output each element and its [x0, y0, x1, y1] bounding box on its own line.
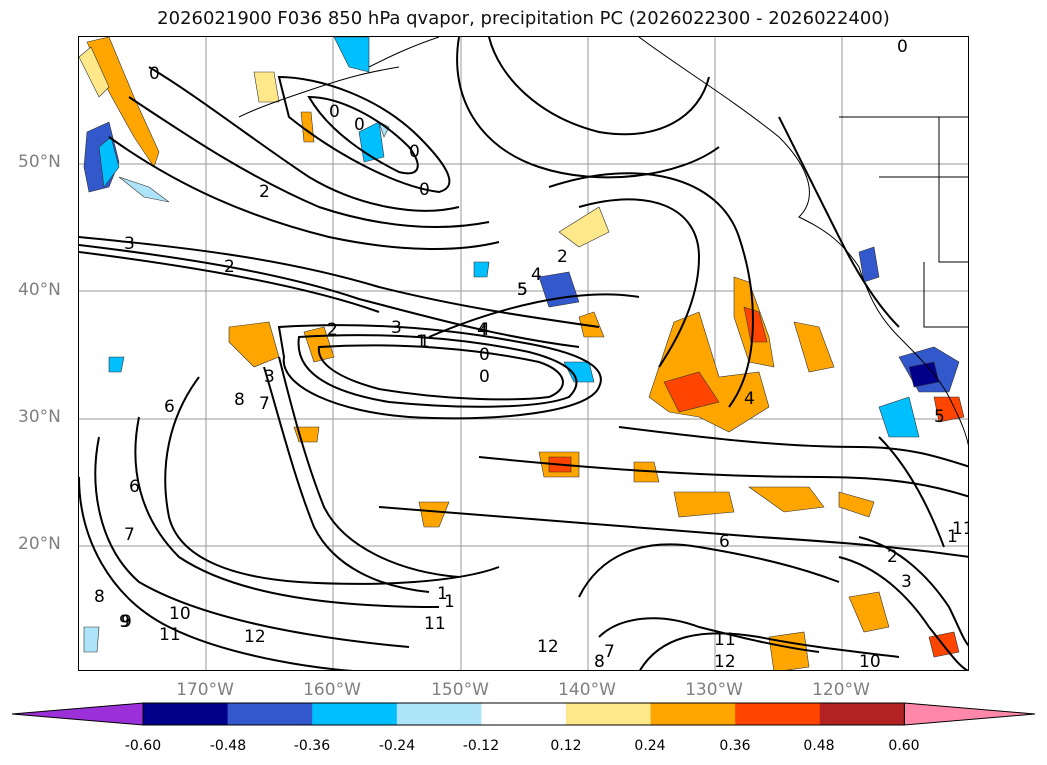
lat-label-40n: 40°N	[18, 280, 61, 300]
contour-label: 0	[897, 37, 908, 57]
colorbar-tick-label: -0.36	[293, 738, 331, 754]
colorbar-cells	[11, 702, 1036, 726]
lon-label-170w: 170°W	[176, 680, 234, 700]
contour-label: 7	[604, 642, 615, 662]
contour-label: 12	[244, 627, 266, 647]
contour-label: 5	[934, 407, 945, 427]
contour-label: 2	[887, 547, 898, 567]
contour-label: 2	[259, 182, 270, 202]
contour-label: 3	[124, 234, 135, 254]
contour-label: 6	[164, 397, 175, 417]
lon-label-160w: 160°W	[303, 680, 361, 700]
contour-label: 11	[714, 630, 736, 650]
contour-label: 5	[517, 280, 528, 300]
contour-label: 7	[124, 525, 135, 545]
colorbar-cell	[566, 703, 652, 725]
contour-label: 0	[409, 142, 420, 162]
map-panel: 0 0 0 0 0 2 3 2 1 1 2 3 4 4 5 0 0 1 2 3 …	[78, 36, 969, 671]
colorbar-tick-label: 0.12	[550, 738, 582, 754]
contour-label: 8	[594, 652, 605, 671]
contour-label: 4	[479, 320, 490, 340]
contour-label: 4	[531, 265, 542, 285]
contour-label: 7	[259, 394, 270, 414]
contour-label: 0	[479, 367, 490, 387]
lon-label-130w: 130°W	[685, 680, 743, 700]
contour-label: 0	[479, 345, 490, 365]
lon-label-150w: 150°W	[431, 680, 489, 700]
contour-label: 5	[517, 280, 528, 300]
map-canvas: 0 0 0 0 0 2 3 2 1 1 2 3 4 4 5 0 0 1 2 3 …	[79, 37, 969, 671]
contour-label: 3	[264, 367, 275, 387]
lat-label-50n: 50°N	[18, 152, 61, 172]
contour-label: 0	[329, 102, 340, 122]
lon-label-120w: 120°W	[812, 680, 870, 700]
contour-label-group: 0 0 0 0 0 2 3 2 1 1 2 3 4 4 5 0 0 1 2 3 …	[94, 37, 969, 671]
contour-label: 0	[419, 180, 430, 200]
contour-label: 8	[234, 390, 245, 410]
contour-label: 6	[719, 532, 730, 552]
colorbar-cell	[396, 703, 482, 725]
colorbar-tick-label: 0.24	[634, 738, 666, 754]
contour-label: 3	[901, 572, 912, 592]
colorbar-cell	[819, 703, 905, 725]
colorbar-extend-low	[11, 702, 144, 726]
qvapor-contours	[79, 37, 968, 670]
colorbar-extend-high	[903, 702, 1036, 726]
colorbar-tick-label: -0.24	[378, 738, 416, 754]
contour-label: 0	[149, 64, 160, 84]
precip-shading	[79, 37, 965, 670]
colorbar-tick-label: 0.48	[803, 738, 835, 754]
contour-label: 9	[121, 612, 132, 632]
contour-label: 4	[477, 320, 488, 340]
contour-label: 1	[416, 332, 427, 352]
contour-label: 1	[947, 527, 958, 547]
contour-label: 1	[419, 332, 430, 352]
contour-label: 6	[129, 477, 140, 497]
lat-label-30n: 30°N	[18, 407, 61, 427]
contour-label: 8	[94, 587, 105, 607]
colorbar-cell	[481, 703, 567, 725]
contour-label: 4	[744, 389, 755, 409]
lon-label-140w: 140°W	[558, 680, 616, 700]
colorbar-border	[142, 702, 905, 726]
lat-label-20n: 20°N	[18, 534, 61, 554]
colorbar-cell	[735, 703, 821, 725]
contour-label: 9	[119, 612, 130, 632]
contour-label: 1	[437, 584, 448, 604]
colorbar-cell	[650, 703, 736, 725]
colorbar-cell	[227, 703, 313, 725]
colorbar-cell	[143, 703, 229, 725]
contour-label: 3	[391, 318, 402, 338]
colorbar	[11, 702, 1036, 726]
colorbar-tick-label: 0.60	[888, 738, 920, 754]
colorbar-tick-label: -0.48	[209, 738, 247, 754]
contour-label: 12	[537, 637, 559, 657]
coastlines	[238, 37, 968, 446]
figure-title: 2026021900 F036 850 hPa qvapor, precipit…	[157, 8, 890, 29]
colorbar-tick-label: -0.60	[124, 738, 162, 754]
colorbar-tick-label: -0.12	[462, 738, 500, 754]
colorbar-cell	[312, 703, 398, 725]
colorbar-tick-label: 0.36	[719, 738, 751, 754]
contour-label: 2	[557, 247, 568, 267]
contour-label: 2	[327, 320, 338, 340]
contour-label: 5	[517, 280, 528, 300]
contour-label: 0	[354, 115, 365, 135]
contour-label: 10	[169, 604, 191, 624]
contour-label: 11	[952, 519, 969, 539]
contour-label: 12	[714, 652, 736, 671]
contour-label: 1	[444, 592, 455, 612]
gridlines	[79, 37, 968, 670]
contour-label: 10	[859, 652, 881, 671]
contour-label: 11	[159, 625, 181, 645]
contour-label: 2	[224, 257, 235, 277]
contour-label: 11	[424, 614, 446, 634]
